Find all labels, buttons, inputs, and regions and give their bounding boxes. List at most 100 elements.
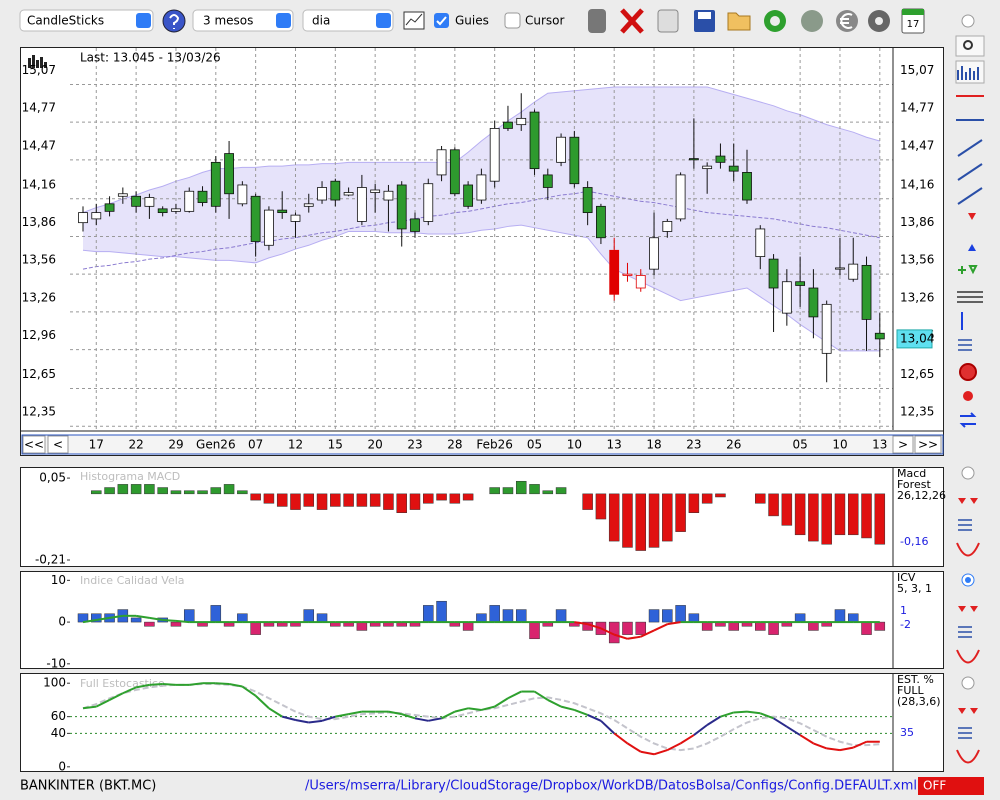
x-tick-label: 23 <box>407 438 422 452</box>
candle-body <box>768 258 779 289</box>
candle-body <box>91 212 102 220</box>
arrows-tool[interactable] <box>958 606 978 612</box>
calendar-day: 17 <box>907 19 920 30</box>
bar <box>316 493 328 510</box>
chart-icon[interactable] <box>403 11 425 30</box>
bar <box>622 493 633 548</box>
help-button[interactable] <box>162 9 186 33</box>
legend-line: Forest <box>897 478 931 491</box>
candle-body <box>290 214 301 222</box>
up-tool[interactable] <box>968 244 976 251</box>
k-line <box>241 685 257 697</box>
bar <box>648 609 660 623</box>
candle-body <box>157 208 168 214</box>
fib-tool[interactable] <box>957 187 983 205</box>
candle-body <box>78 212 88 224</box>
nav-first-text: << <box>24 438 44 452</box>
bar <box>755 493 766 504</box>
stop-tool[interactable] <box>959 363 977 381</box>
legend-line: Macd <box>897 467 926 480</box>
bar <box>515 480 527 495</box>
bar <box>170 621 182 627</box>
nav-last-button[interactable] <box>914 435 942 454</box>
y-tick-label: 13,26 <box>22 290 56 304</box>
x-tick-label: 05 <box>792 438 807 452</box>
interval-select-text: dia <box>312 14 330 28</box>
curve-tool[interactable] <box>956 542 980 764</box>
bar <box>635 621 647 635</box>
radio-button[interactable] <box>961 676 975 690</box>
arrows-tool[interactable] <box>958 708 978 714</box>
k-line <box>773 717 788 728</box>
delete-icon[interactable] <box>620 8 644 34</box>
swap-tool[interactable] <box>959 412 977 428</box>
legend-line: ICV <box>897 571 916 584</box>
legend-line: 5, 3, 1 <box>897 582 932 595</box>
sync-icon[interactable] <box>801 10 823 32</box>
signal-tool[interactable] <box>958 265 978 275</box>
print-icon[interactable] <box>657 9 679 33</box>
k-line <box>122 686 137 695</box>
main-panel <box>20 47 944 456</box>
zoom-tool[interactable] <box>955 35 985 57</box>
x-tick-label: 13 <box>872 438 887 452</box>
guides-checkbox[interactable] <box>434 13 449 28</box>
trash-icon[interactable] <box>588 9 606 33</box>
price-tag-box <box>896 329 933 349</box>
save-icon-label <box>698 12 711 19</box>
lines-tool[interactable] <box>957 291 983 303</box>
candle-body <box>821 303 832 354</box>
y-tick-label: 14,16 <box>22 177 56 191</box>
open-icon[interactable] <box>727 12 751 31</box>
percent-h-tool[interactable] <box>958 339 972 351</box>
chart-icon-line <box>405 13 423 26</box>
nav-prev-button[interactable] <box>47 435 69 454</box>
arrows-tool[interactable] <box>958 498 978 504</box>
k-line <box>533 690 549 701</box>
y-tick-label: 12,35 <box>22 405 56 419</box>
record-tool[interactable] <box>963 391 973 401</box>
radio-button[interactable] <box>961 14 975 28</box>
candle-body <box>144 197 155 207</box>
bar <box>423 605 434 623</box>
bar <box>755 621 766 631</box>
y-tick-label: 0 <box>58 759 66 773</box>
bar <box>768 621 779 635</box>
cursor-checkbox[interactable] <box>504 12 521 29</box>
candle-body <box>184 190 195 212</box>
signal-line <box>640 629 655 638</box>
help-icon <box>169 14 180 29</box>
k-line <box>82 705 97 710</box>
style-select[interactable] <box>19 9 154 32</box>
bar <box>409 493 421 510</box>
check-mark <box>436 16 447 26</box>
down-tool[interactable] <box>968 213 976 220</box>
percent-tool[interactable] <box>958 519 972 739</box>
nav-next-button[interactable] <box>892 435 914 454</box>
bar <box>861 621 872 635</box>
bar <box>170 490 182 495</box>
state-text: OFF <box>923 779 946 793</box>
bar <box>794 613 806 623</box>
euro-icon[interactable] <box>836 10 858 32</box>
nav-prev-text: < <box>53 438 63 452</box>
k-line <box>680 734 695 745</box>
period-select[interactable] <box>192 9 294 32</box>
nav-first-button[interactable] <box>22 435 46 454</box>
bar <box>847 613 859 623</box>
k-line <box>494 697 509 708</box>
channel-tool[interactable] <box>957 163 983 181</box>
state-button[interactable] <box>918 777 984 795</box>
candle-body <box>171 208 181 212</box>
candle-body <box>317 187 327 201</box>
y-tick-label: 100 <box>43 676 66 690</box>
interval-select[interactable] <box>302 9 394 32</box>
candle-body <box>503 121 513 129</box>
x-tick-label: 23 <box>686 438 701 452</box>
k-line <box>799 734 814 745</box>
radio-button[interactable] <box>961 466 975 480</box>
k-line <box>149 683 163 686</box>
candle-body <box>596 205 606 239</box>
config-path[interactable]: /Users/mserra/Library/CloudStorage/Dropb… <box>305 779 917 794</box>
trend-tool[interactable] <box>957 139 983 157</box>
